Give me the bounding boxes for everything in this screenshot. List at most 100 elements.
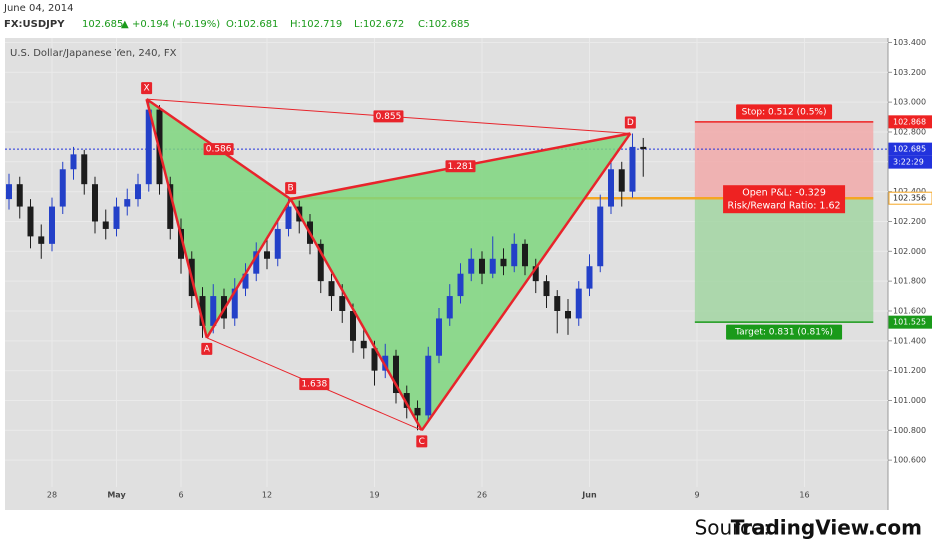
pattern-leg: [205, 198, 292, 339]
pattern-leg: [289, 198, 423, 431]
candle-body: [102, 221, 109, 229]
candle-body: [371, 348, 378, 371]
ratio-label-box: [445, 160, 476, 173]
rr-label: Risk/Reward Ratio: 1.62: [728, 201, 841, 212]
ratio-label: 0.855: [376, 112, 402, 122]
stop-label: Stop: 0.512 (0.5%): [742, 107, 827, 117]
candle-body: [349, 310, 356, 341]
y-tick-label: 101.000: [893, 396, 926, 405]
candle-body: [27, 206, 34, 237]
date: June 04, 2014: [3, 3, 74, 14]
candle-body: [543, 281, 550, 297]
ratio-label-box: [203, 143, 234, 156]
candle-body: [597, 206, 604, 267]
candle-body: [231, 288, 238, 319]
candle-body: [489, 258, 496, 274]
low: L:102.672: [354, 19, 404, 30]
candle-body: [48, 206, 55, 244]
candle-body: [511, 243, 518, 267]
candle-body: [554, 296, 561, 311]
candle-body: [403, 393, 410, 408]
point-label-box: [285, 182, 297, 195]
target-label: Target: 0.831 (0.81%): [734, 328, 833, 338]
candle-body: [167, 184, 174, 229]
price: 102.685: [82, 19, 123, 30]
y-tick-label: 100.800: [893, 426, 926, 435]
candle-body: [263, 251, 270, 259]
point-label: A: [204, 344, 211, 354]
y-tick-label: 103.400: [893, 38, 926, 47]
candle-body: [70, 154, 77, 170]
candle-body: [414, 407, 421, 416]
point-label-box: [201, 342, 213, 355]
point-label: X: [144, 84, 150, 94]
candle-body: [425, 355, 432, 416]
ratio-label: 1.281: [448, 162, 474, 172]
point-label-box: [141, 82, 153, 95]
candle-body: [478, 258, 485, 274]
pnl-box: [723, 185, 846, 214]
entry-price-box: [888, 191, 932, 205]
y-tick-label: 100.600: [893, 456, 926, 465]
y-tick-label: 101.600: [893, 306, 926, 315]
change: +0.194 (+0.19%): [132, 19, 220, 30]
source-name: TradingView.com: [731, 516, 922, 540]
entry-price: 102.356: [893, 194, 926, 203]
y-tick-label: 103.200: [893, 68, 926, 77]
target-zone: [694, 198, 874, 323]
y-tick-label: 102.800: [893, 127, 926, 136]
candle-body: [81, 154, 88, 185]
y-tick-label: 102.400: [893, 187, 926, 196]
x-tick-label: Jun: [581, 491, 597, 500]
candle-body: [392, 355, 399, 394]
y-tick-label: 103.000: [893, 98, 926, 107]
candle-body: [253, 251, 260, 274]
candle-body: [564, 310, 571, 319]
x-axis-area: [5, 487, 888, 510]
x-tick-label: 28: [47, 491, 57, 500]
x-tick-label: May: [107, 491, 126, 500]
candle-body: [145, 109, 152, 185]
source-prefix: Source:: [695, 516, 770, 540]
target-price-box: [888, 315, 932, 329]
timer-box: [888, 155, 932, 169]
y-tick-label: 101.400: [893, 336, 926, 345]
point-label: C: [419, 437, 425, 447]
candle-body: [242, 273, 249, 289]
x-tick-label: 16: [799, 491, 809, 500]
candle-body: [435, 318, 442, 356]
ratio-label-box: [373, 110, 404, 123]
open: O:102.681: [226, 19, 278, 30]
candle-body: [521, 243, 528, 267]
close: C:102.685: [418, 19, 470, 30]
candle-body: [586, 266, 593, 289]
candle-body: [91, 184, 98, 222]
x-tick-label: 12: [262, 491, 272, 500]
candle-body: [274, 228, 281, 259]
candle-body: [113, 206, 120, 229]
candle-body: [575, 288, 582, 319]
timer: 3:22:29: [893, 158, 924, 167]
stop-label-box: [736, 104, 833, 120]
y-tick-label: 101.800: [893, 277, 926, 286]
candle-body: [532, 266, 539, 282]
pattern-leg: [420, 132, 632, 432]
candle-body: [38, 236, 45, 244]
stop-price-box: [888, 115, 932, 129]
ratio-label-box: [299, 378, 330, 391]
y-tick-label: 101.200: [893, 366, 926, 375]
candle-body: [210, 296, 217, 326]
pnl-label: Open P&L: -0.329: [742, 188, 826, 199]
point-label: D: [627, 118, 634, 128]
candle-body: [124, 199, 131, 207]
candle-body: [177, 228, 184, 259]
current-price: 102.685: [893, 145, 926, 154]
candle-body: [16, 184, 23, 207]
candle-body: [360, 340, 367, 349]
candle-body: [317, 243, 324, 282]
candle-body: [285, 206, 292, 229]
y-tick-label: 102.000: [893, 247, 926, 256]
candle-body: [339, 296, 346, 311]
current-price-box: [888, 142, 932, 156]
arrow: ▲: [121, 19, 129, 30]
